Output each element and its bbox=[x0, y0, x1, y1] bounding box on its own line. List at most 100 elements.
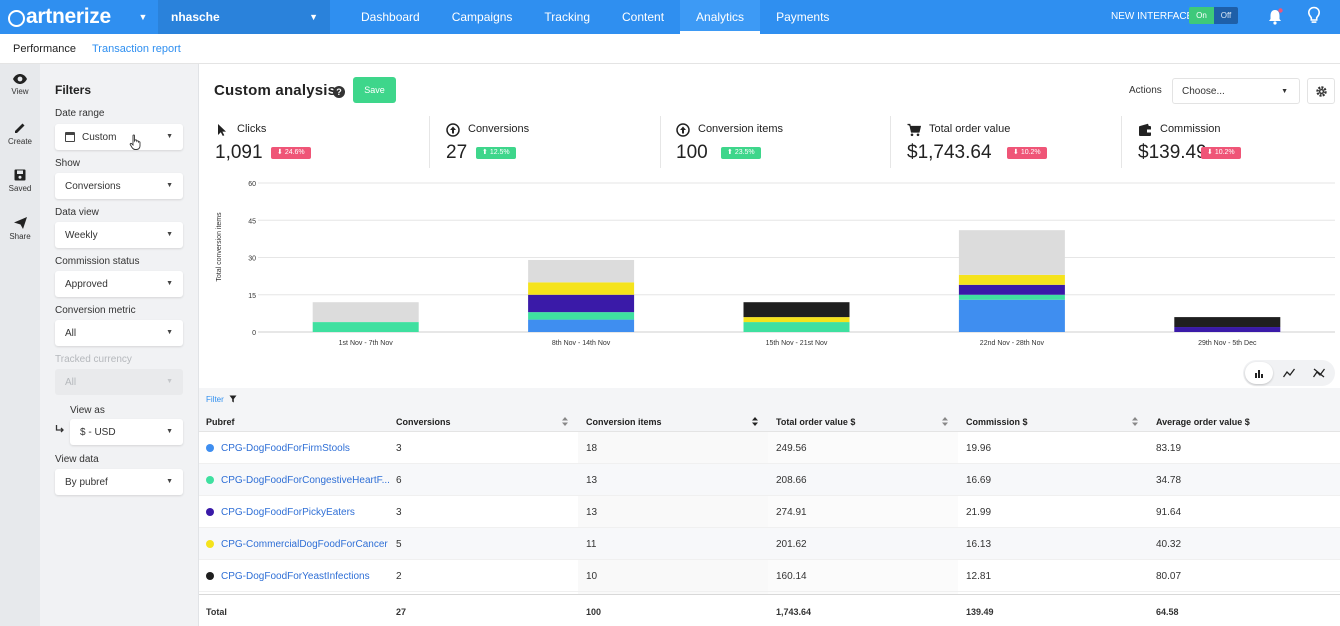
pubref-link[interactable]: CPG-CommercialDogFoodForCancer bbox=[221, 539, 388, 550]
table-row: CPG-DogFoodForPickyEaters 3 13 274.91 21… bbox=[199, 496, 1340, 528]
metric-value: $139.49 bbox=[1138, 142, 1207, 163]
cell-commission: 19.96 bbox=[966, 443, 992, 454]
cell-conversion-items: 10 bbox=[586, 571, 598, 582]
column-conversion-items[interactable]: Conversion items bbox=[586, 417, 662, 427]
help-icon[interactable]: ? bbox=[333, 86, 345, 98]
partnerize-logo[interactable]: artnerize bbox=[0, 0, 128, 34]
conversion-metric-value: All bbox=[65, 327, 77, 339]
bar-segment[interactable] bbox=[528, 259, 635, 283]
bar-segment[interactable] bbox=[958, 299, 1065, 332]
show-select[interactable]: Conversions ▼ bbox=[55, 173, 183, 199]
settings-button[interactable] bbox=[1307, 78, 1335, 104]
cell-total-order-value: 249.56 bbox=[776, 443, 807, 454]
subnav-transaction-report[interactable]: Transaction report bbox=[91, 42, 181, 55]
commission-status-label: Commission status bbox=[55, 256, 140, 267]
column-conversions[interactable]: Conversions bbox=[396, 417, 451, 427]
metric-divider bbox=[429, 116, 430, 168]
show-label: Show bbox=[55, 158, 81, 169]
bar-segment[interactable] bbox=[528, 282, 635, 295]
bar-segment[interactable] bbox=[312, 302, 419, 323]
toggle-on[interactable]: On bbox=[1189, 7, 1214, 24]
pubref-link[interactable]: CPG-DogFoodForCongestiveHeartF... bbox=[221, 475, 390, 486]
sort-icon[interactable] bbox=[561, 416, 569, 427]
lightbulb-icon[interactable] bbox=[1307, 6, 1321, 26]
sub-nav: Performance Transaction report bbox=[0, 34, 1340, 64]
tab-campaigns[interactable]: Campaigns bbox=[451, 10, 513, 24]
metric-label: Total order value bbox=[929, 123, 1011, 135]
caret-down-icon: ▼ bbox=[166, 182, 173, 189]
tab-payments[interactable]: Payments bbox=[776, 10, 830, 24]
commission-status-select[interactable]: Approved ▼ bbox=[55, 271, 183, 297]
line-chart-button[interactable] bbox=[1275, 362, 1303, 384]
rail-view[interactable]: View bbox=[0, 73, 40, 96]
tab-tracking[interactable]: Tracking bbox=[544, 10, 590, 24]
chevron-down-icon[interactable]: ▼ bbox=[138, 12, 148, 22]
view-as-select[interactable]: $ - USD ▼ bbox=[70, 419, 183, 445]
tracked-currency-label: Tracked currency bbox=[55, 354, 132, 365]
pubref-link[interactable]: CPG-DogFoodForFirmStools bbox=[221, 443, 350, 454]
toggle-off[interactable]: Off bbox=[1214, 7, 1238, 24]
send-icon bbox=[13, 217, 27, 229]
conversion-items-chart: Total conversion items 0 15 30 45 60 1st Nov … bbox=[199, 172, 1340, 352]
account-selector[interactable]: nhasche ▼ bbox=[158, 0, 330, 34]
bar-chart-button[interactable] bbox=[1245, 362, 1273, 384]
logo-text: artnerize bbox=[26, 5, 111, 28]
conversion-metric-select[interactable]: All ▼ bbox=[55, 320, 183, 346]
bar-segment[interactable] bbox=[528, 319, 635, 332]
actions-label: Actions bbox=[1129, 85, 1162, 96]
hand-cursor-icon bbox=[129, 134, 141, 150]
bar-segment[interactable] bbox=[1174, 317, 1281, 328]
bar-segment[interactable] bbox=[528, 294, 635, 313]
bar-segment[interactable] bbox=[1174, 327, 1281, 332]
bar-segment[interactable] bbox=[958, 294, 1065, 300]
bar-segment[interactable] bbox=[958, 230, 1065, 275]
view-data-select[interactable]: By pubref ▼ bbox=[55, 469, 183, 495]
rail-create[interactable]: Create bbox=[0, 121, 40, 146]
hide-chart-button[interactable] bbox=[1305, 362, 1333, 384]
total-conversions: 27 bbox=[396, 607, 407, 617]
data-view-select[interactable]: Weekly ▼ bbox=[55, 222, 183, 248]
pubref-link[interactable]: CPG-DogFoodForYeastInfections bbox=[221, 571, 370, 582]
subnav-performance[interactable]: Performance bbox=[13, 42, 76, 55]
actions-select[interactable]: Choose... ▼ bbox=[1172, 78, 1300, 104]
cell-average-order-value: 80.07 bbox=[1156, 571, 1182, 582]
bar-segment[interactable] bbox=[312, 322, 419, 332]
sort-icon[interactable] bbox=[941, 416, 949, 427]
tab-analytics[interactable]: Analytics bbox=[680, 0, 761, 34]
change-badge: ⬆ 23.5% bbox=[721, 147, 761, 159]
caret-down-icon: ▼ bbox=[1281, 88, 1288, 95]
tab-dashboard[interactable]: Dashboard bbox=[361, 10, 420, 24]
bar-segment[interactable] bbox=[743, 322, 850, 332]
view-as-label: View as bbox=[70, 405, 105, 416]
pubref-link[interactable]: CPG-DogFoodForPickyEaters bbox=[221, 507, 355, 518]
sort-icon[interactable] bbox=[1131, 416, 1139, 427]
change-value: 10.2% bbox=[1214, 149, 1235, 156]
filter-label: Filter bbox=[206, 395, 224, 404]
cell-total-order-value: 208.66 bbox=[776, 475, 807, 486]
column-total-order-value[interactable]: Total order value $ bbox=[776, 417, 856, 427]
bar-segment[interactable] bbox=[958, 284, 1065, 295]
save-button[interactable]: Save bbox=[353, 77, 396, 103]
rail-saved[interactable]: Saved bbox=[0, 168, 40, 193]
tab-content[interactable]: Content bbox=[622, 10, 665, 24]
column-commission[interactable]: Commission $ bbox=[966, 417, 1028, 427]
cell-conversions: 3 bbox=[396, 507, 402, 518]
calendar-icon bbox=[65, 132, 75, 142]
date-range-select[interactable]: Custom ▼ bbox=[55, 124, 183, 150]
bar-segment[interactable] bbox=[958, 274, 1065, 285]
metric-divider bbox=[1121, 116, 1122, 168]
rail-share[interactable]: Share bbox=[0, 216, 40, 241]
column-pubref[interactable]: Pubref bbox=[206, 417, 235, 427]
bell-icon[interactable] bbox=[1267, 8, 1283, 26]
sort-icon[interactable] bbox=[751, 416, 759, 427]
new-interface-toggle[interactable]: On Off bbox=[1189, 7, 1238, 24]
bar-segment[interactable] bbox=[743, 317, 850, 323]
cell-conversions: 2 bbox=[396, 571, 402, 582]
table-filter-link[interactable]: Filter bbox=[206, 395, 237, 404]
column-average-order-value[interactable]: Average order value $ bbox=[1156, 417, 1250, 427]
main-tabs: Dashboard Campaigns Tracking Content Ana… bbox=[345, 0, 845, 34]
bar-segment[interactable] bbox=[528, 312, 635, 320]
bar-segment[interactable] bbox=[743, 302, 850, 318]
view-data-label: View data bbox=[55, 454, 99, 465]
table-row: CPG-DogFoodForFirmStools 3 18 249.56 19.… bbox=[199, 432, 1340, 464]
